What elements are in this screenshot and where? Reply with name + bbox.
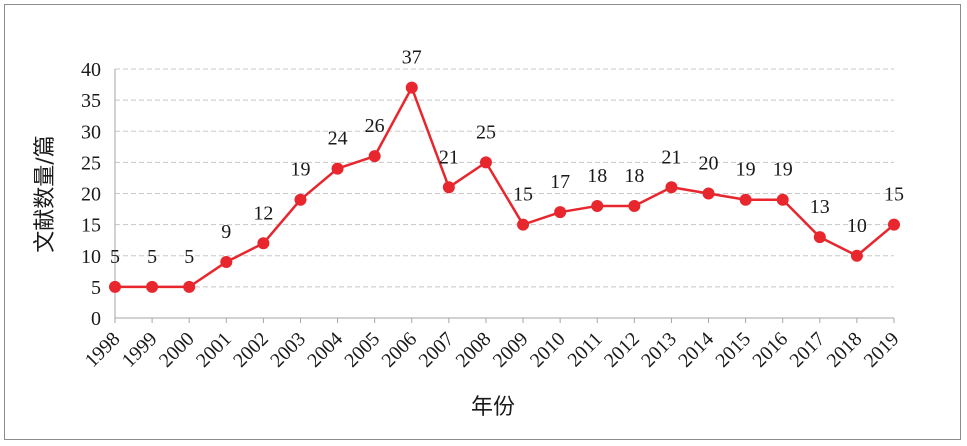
data-label: 19 xyxy=(736,159,756,181)
data-point xyxy=(776,193,789,206)
data-point xyxy=(442,181,455,194)
data-label: 15 xyxy=(884,184,904,206)
x-tick-label: 2018 xyxy=(823,328,867,372)
data-point xyxy=(331,162,344,175)
data-point xyxy=(183,280,196,293)
x-tick-label: 2010 xyxy=(526,328,570,372)
x-axis: 1998199920002001200220032004200520062007… xyxy=(81,317,904,372)
x-tick-label: 2007 xyxy=(415,328,459,372)
data-point xyxy=(739,193,752,206)
x-tick-label: 2009 xyxy=(489,328,533,372)
data-point xyxy=(888,218,900,231)
data-point xyxy=(109,280,121,293)
x-tick-label: 2016 xyxy=(748,328,792,372)
data-label: 19 xyxy=(290,159,310,181)
data-point xyxy=(368,150,381,163)
y-tick-label: 10 xyxy=(81,246,101,268)
data-label: 9 xyxy=(221,221,231,243)
y-tick-label: 0 xyxy=(91,308,101,330)
data-labels: 5 5 5 9 12 19 24 26 37 21 25 15 17 18 18 21 20 19 19 13 10 15 xyxy=(110,47,904,268)
y-tick-label: 30 xyxy=(81,121,101,143)
y-tick-label: 35 xyxy=(81,90,101,112)
x-tick-label: 2012 xyxy=(600,328,644,372)
data-label: 21 xyxy=(439,146,459,168)
data-label: 25 xyxy=(476,121,496,143)
gridlines xyxy=(115,68,894,288)
data-label: 20 xyxy=(699,153,719,175)
data-label: 21 xyxy=(661,146,681,168)
data-label: 13 xyxy=(810,196,830,218)
series-path xyxy=(115,86,895,289)
x-tick-label: 1999 xyxy=(118,328,162,372)
x-tick-label: 2019 xyxy=(860,328,904,372)
data-point xyxy=(517,218,530,231)
x-tick-label: 2004 xyxy=(303,328,347,372)
data-point xyxy=(479,156,492,169)
x-tick-label: 2002 xyxy=(229,328,273,372)
data-label: 5 xyxy=(147,246,157,268)
data-label: 17 xyxy=(550,171,570,193)
data-label: 24 xyxy=(328,128,348,150)
x-tick-label: 2006 xyxy=(377,328,421,372)
data-point xyxy=(294,193,307,206)
data-label: 10 xyxy=(847,215,867,237)
data-point xyxy=(702,187,715,200)
data-point xyxy=(850,249,863,262)
x-tick-label: 2015 xyxy=(711,328,755,372)
x-tick-label: 2000 xyxy=(155,328,199,372)
x-tick-label: 2001 xyxy=(192,328,236,372)
chart-frame xyxy=(4,4,961,440)
data-point xyxy=(257,237,270,250)
x-tick-label: 1998 xyxy=(81,328,125,372)
data-point xyxy=(628,199,641,212)
data-label: 37 xyxy=(402,47,422,69)
data-point xyxy=(146,280,159,293)
data-label: 18 xyxy=(587,165,607,187)
y-axis-title: 文献数量/篇 xyxy=(33,135,58,252)
data-point xyxy=(554,206,567,219)
data-label: 12 xyxy=(253,202,273,224)
x-tick-label: 2011 xyxy=(563,328,606,371)
data-point xyxy=(405,81,418,94)
data-point xyxy=(591,199,604,212)
y-tick-label: 20 xyxy=(81,184,101,206)
x-axis-title: 年份 xyxy=(471,395,515,420)
data-point xyxy=(665,181,678,194)
x-tick-label: 2008 xyxy=(452,328,496,372)
x-tick-label: 2017 xyxy=(786,328,830,372)
y-tick-label: 15 xyxy=(81,215,101,237)
data-point xyxy=(813,231,826,244)
x-tick-label: 2003 xyxy=(266,328,310,372)
data-label: 18 xyxy=(624,165,644,187)
series-line xyxy=(109,81,900,293)
data-label: 5 xyxy=(110,246,120,268)
x-tick-label: 2013 xyxy=(637,328,681,372)
data-label: 26 xyxy=(365,115,385,137)
data-point xyxy=(220,255,233,268)
y-axis: 0 5 10 15 20 25 30 35 40 xyxy=(81,59,116,330)
y-tick-label: 40 xyxy=(81,59,101,81)
y-tick-label: 25 xyxy=(81,152,101,174)
x-tick-label: 2005 xyxy=(340,328,384,372)
data-label: 5 xyxy=(184,246,194,268)
data-label: 19 xyxy=(773,159,793,181)
y-tick-label: 5 xyxy=(91,277,101,299)
x-tick-label: 2014 xyxy=(674,328,718,372)
data-label: 15 xyxy=(513,184,533,206)
